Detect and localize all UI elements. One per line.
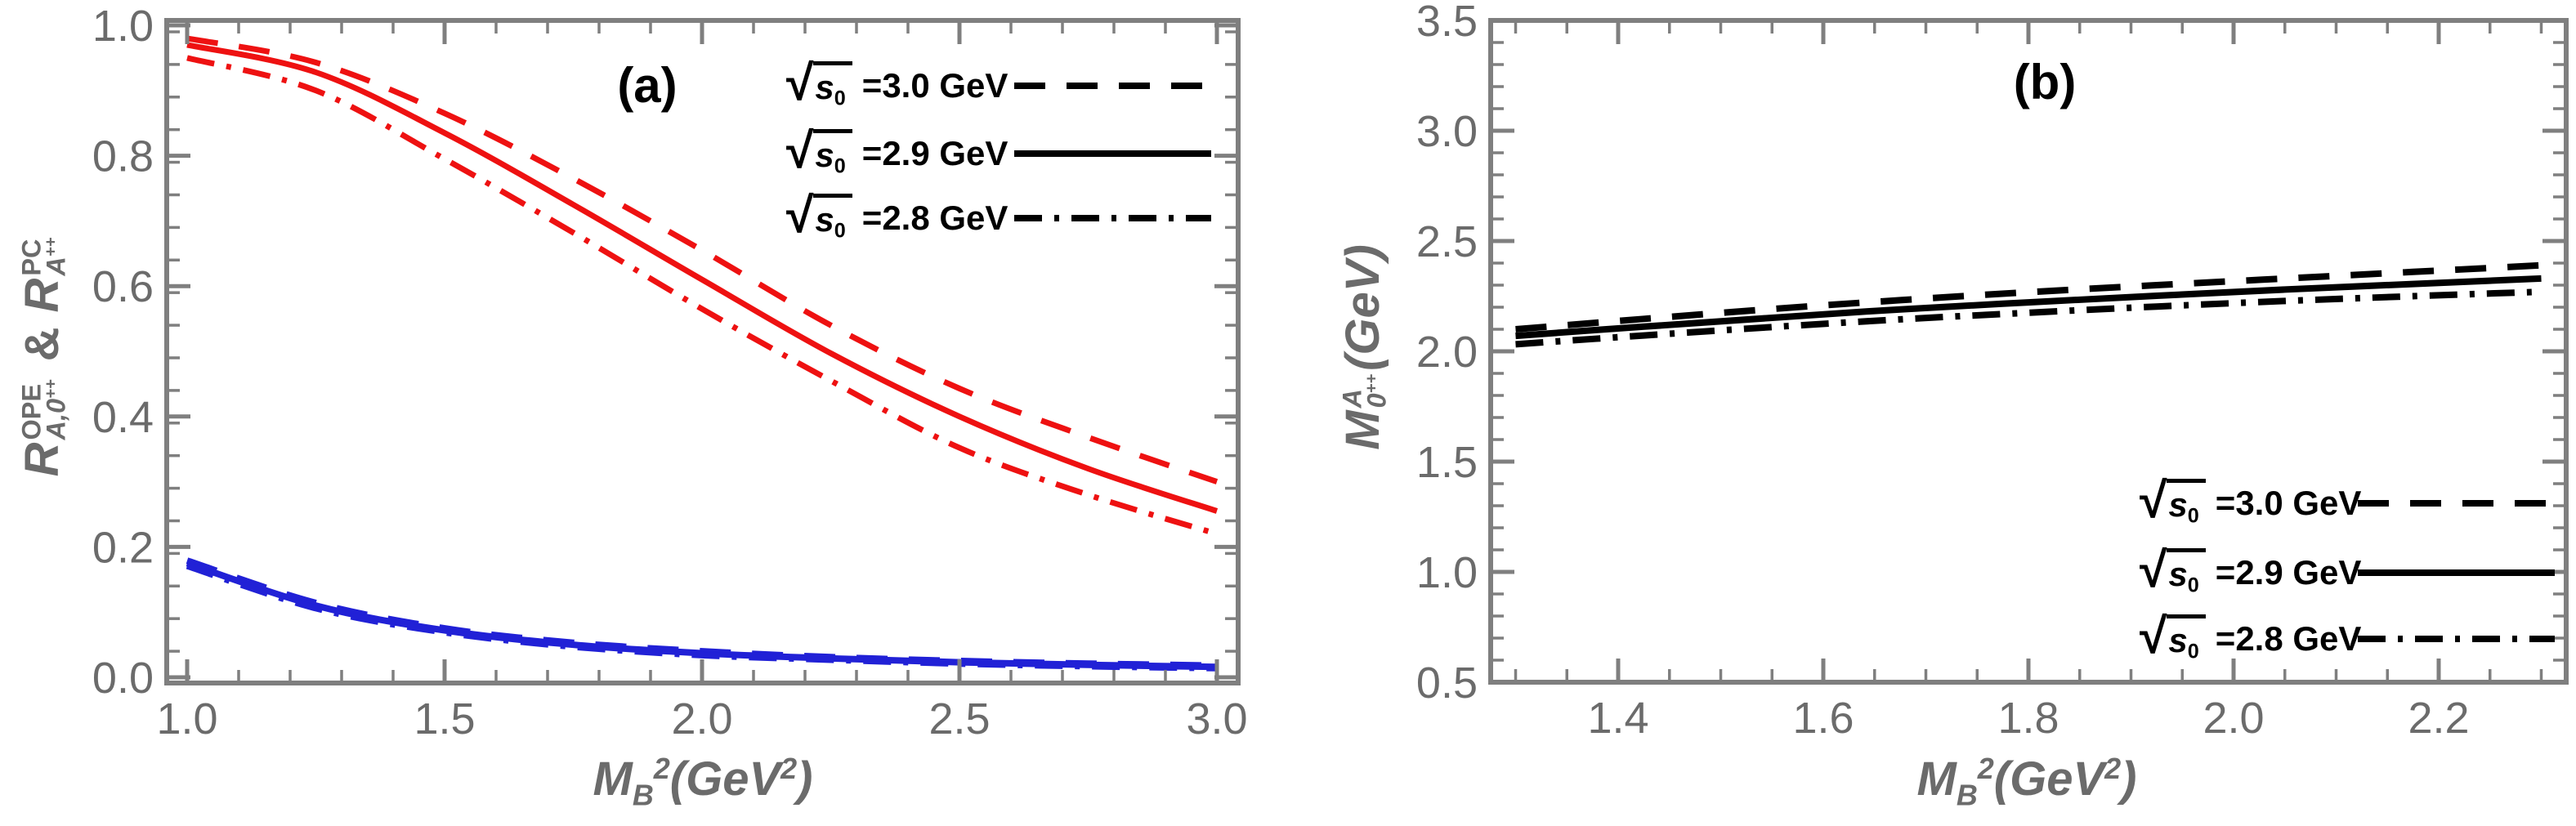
panel-b-y-axis-label: M A 0++ (GeV) (1326, 86, 1400, 609)
legend-label: =2.8 GeV (861, 199, 1008, 237)
legend-label: =3.0 GeV (861, 66, 1008, 105)
legend-line-sample-dashdot (2358, 636, 2555, 642)
panel-a-x-tick-label: 1.0 (156, 694, 217, 743)
panel-b-y-tick-label: 3.0 (1416, 107, 1478, 156)
panel-b-y-tick-label: 1.5 (1416, 438, 1478, 487)
xlabel-symbol: M (1916, 752, 1957, 806)
panel-b-x-tick-label: 1.6 (1792, 694, 1854, 743)
xlabel-unit: (GeV (1993, 752, 2105, 806)
ope-supsub: OPE A,0++ (16, 379, 71, 440)
panel-b-curve-solid-black (1515, 275, 2542, 340)
legend-item-a-s0-2.8: √ s0 =2.8 GeV (786, 183, 1213, 253)
ratio-symbol-pc: R (15, 278, 69, 313)
panel-a-y-tick-label: 0.4 (92, 393, 154, 442)
mass-symbol: M (1335, 410, 1389, 450)
ratio-symbol-ope: R (15, 442, 69, 477)
panel-b-label: (b) (2013, 55, 2077, 109)
panel-b-x-tick-label: 2.2 (2408, 694, 2469, 743)
legend-item-a-s0-3.0: √ s0 =3.0 GeV (786, 51, 1213, 121)
legend-label: =3.0 GeV (2215, 484, 2362, 522)
sqrt-s0-symbol: √ s0 (2140, 610, 2206, 664)
legend-item-a-s0-2.9: √ s0 =2.9 GeV (786, 118, 1213, 189)
panel-b-y-tick-label: 3.5 (1416, 0, 1478, 46)
sqrt-s0-symbol: √ s0 (786, 57, 852, 111)
panel-a-curve-dashdot-blue (186, 562, 1218, 672)
legend-line-sample-dashed (2358, 500, 2555, 507)
panel-b-x-tick-label: 2.0 (2203, 694, 2264, 743)
unit-gev: (GeV) (1335, 244, 1389, 371)
panel-a-x-tick-label: 2.0 (671, 694, 732, 743)
panel-a-y-tick-label: 0.0 (92, 654, 154, 703)
sqrt-s0-symbol: √ s0 (786, 125, 852, 179)
pc-supsub: PC A++ (16, 237, 71, 276)
panel-a-y-tick-label: 0.2 (92, 523, 154, 572)
panel-a-y-tick-label: 1.0 (92, 2, 154, 51)
xlabel-unit-close: ) (2121, 752, 2137, 806)
panel-b-y-tick-label: 2.0 (1416, 328, 1478, 377)
xlabel-symbol: M (593, 752, 633, 806)
legend-line-sample-solid (1014, 150, 1211, 157)
panel-b-y-tick-label: 0.5 (1416, 659, 1478, 708)
panel-a-y-tick-label: 0.8 (92, 132, 154, 181)
panel-a-x-tick-label: 2.5 (928, 694, 990, 743)
xlabel-unit-superscript: 2 (780, 751, 798, 785)
panel-b-x-tick-label: 1.4 (1587, 694, 1648, 743)
panel-a-curve-solid-red (186, 42, 1219, 514)
xlabel-subscript: B (1956, 778, 1978, 812)
legend-item-b-s0-2.9: √ s0 =2.9 GeV (2140, 538, 2556, 608)
legend-item-b-s0-3.0: √ s0 =3.0 GeV (2140, 468, 2556, 538)
panel-b-y-tick-label: 2.5 (1416, 217, 1478, 266)
panel-a-x-tick-label: 3.0 (1186, 694, 1247, 743)
panel-a-curve-solid-blue (186, 560, 1218, 671)
panel-b-y-tick-label: 1.0 (1416, 548, 1478, 597)
panel-b-x-axis-label: MB2(GeV2) (1855, 742, 2198, 815)
legend-line-sample-dashed (1014, 83, 1211, 89)
legend-label: =2.9 GeV (861, 134, 1008, 172)
mass-supsub: A 0++ (1336, 373, 1392, 409)
xlabel-unit: (GeV (669, 752, 781, 806)
ampersand: & (15, 327, 69, 362)
panel-b-x-tick-label: 1.8 (1997, 694, 2059, 743)
sqrt-s0-symbol: √ s0 (2140, 475, 2206, 529)
panel-a-curve-dashed-red (186, 35, 1219, 484)
panel-a-frame (164, 18, 1241, 685)
xlabel-unit-superscript: 2 (2104, 751, 2122, 785)
xlabel-superscript: 2 (1977, 751, 1994, 785)
panel-b-curve-dashed-black (1515, 261, 2542, 333)
panel-b-curve-dashdot-black (1515, 288, 2542, 348)
panel-a-x-tick-label: 1.5 (414, 694, 475, 743)
panel-a-curve-dashdot-red (186, 55, 1219, 537)
sqrt-s0-symbol: √ s0 (786, 190, 852, 243)
xlabel-unit-close: ) (797, 752, 813, 806)
legend-line-sample-solid (2358, 569, 2555, 576)
panel-a-label: (a) (617, 58, 678, 113)
legend-label: =2.9 GeV (2215, 553, 2362, 592)
legend-item-b-s0-2.8: √ s0 =2.8 GeV (2140, 604, 2556, 674)
xlabel-subscript: B (632, 778, 654, 812)
panel-a-x-axis-label: MB2(GeV2) (531, 742, 874, 815)
panel-b-frame (1488, 18, 2569, 685)
legend-line-sample-dashdot (1014, 215, 1211, 221)
panel-a-y-tick-label: 0.6 (92, 262, 154, 311)
sqrt-s0-symbol: √ s0 (2140, 544, 2206, 598)
panel-a-y-axis-label: R OPE A,0++ &R PC A++ (6, 94, 79, 617)
panel-a-group: 1.0 1.5 2.0 2.5 3.0 0.0 0.2 0.4 0.6 0.8 1.0 (92, 2, 1248, 743)
legend-label: =2.8 GeV (2215, 619, 2362, 658)
xlabel-superscript: 2 (653, 751, 670, 785)
